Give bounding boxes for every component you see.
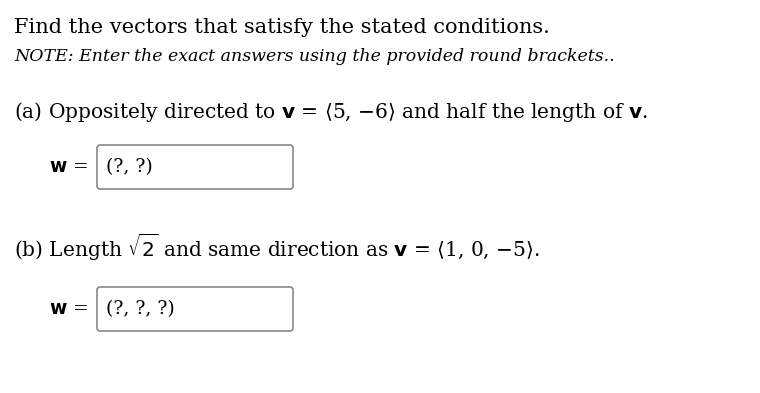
Text: $\mathbf{w}$ =: $\mathbf{w}$ = <box>49 300 88 318</box>
Text: (a) Oppositely directed to $\mathbf{v}$ = $\langle$5, $-$6$\rangle$ and half the: (a) Oppositely directed to $\mathbf{v}$ … <box>14 100 648 124</box>
FancyBboxPatch shape <box>97 287 293 331</box>
Text: $\mathbf{w}$ =: $\mathbf{w}$ = <box>49 158 88 176</box>
FancyBboxPatch shape <box>97 145 293 189</box>
Text: NOTE: Enter the exact answers using the provided round brackets..: NOTE: Enter the exact answers using the … <box>14 48 615 65</box>
Text: (b) Length $\sqrt{2}$ and same direction as $\mathbf{v}$ = $\langle$1, 0, $-$5$\: (b) Length $\sqrt{2}$ and same direction… <box>14 232 540 263</box>
Text: Find the vectors that satisfy the stated conditions.: Find the vectors that satisfy the stated… <box>14 18 550 37</box>
Text: (?, ?, ?): (?, ?, ?) <box>106 300 175 318</box>
Text: (?, ?): (?, ?) <box>106 158 153 176</box>
